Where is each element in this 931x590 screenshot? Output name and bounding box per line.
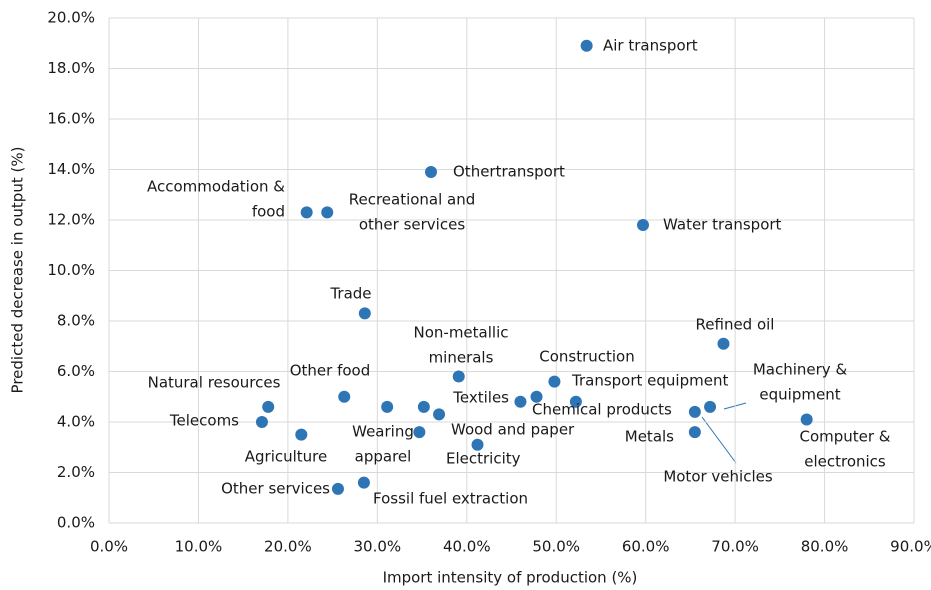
- y-tick-label: 10.0%: [47, 261, 95, 279]
- x-tick-label: 90.0%: [890, 538, 931, 556]
- point-label: Transport equipment: [571, 372, 728, 390]
- point: [704, 400, 717, 413]
- point-label: Air transport: [603, 37, 698, 55]
- point-label: minerals: [429, 349, 494, 367]
- point: [358, 307, 371, 320]
- point-label: Wood and paper: [451, 421, 575, 439]
- point-label: Non-metallic: [414, 324, 509, 342]
- y-tick-label: 12.0%: [47, 211, 95, 229]
- point: [262, 400, 275, 413]
- point: [417, 400, 430, 413]
- point-label: Other food: [290, 362, 371, 380]
- point-label: Machinery &: [753, 361, 848, 379]
- y-tick-label: 18.0%: [47, 59, 95, 77]
- point: [331, 482, 344, 495]
- point-label: Recreational and: [349, 191, 476, 209]
- point: [425, 166, 437, 179]
- y-tick-label: 4.0%: [57, 413, 95, 431]
- point-label: Textiles: [452, 389, 509, 407]
- x-tick-label: 50.0%: [532, 538, 580, 556]
- point-label: Wearing: [352, 423, 414, 441]
- point-label: Trade: [329, 285, 371, 303]
- point: [548, 375, 561, 388]
- point: [433, 408, 446, 421]
- y-axis-title: Predicted decrease in output (%): [9, 147, 27, 394]
- x-tick-label: 40.0%: [443, 538, 491, 556]
- point: [688, 426, 701, 439]
- x-tick-label: 80.0%: [801, 538, 849, 556]
- x-tick-label: 60.0%: [622, 538, 670, 556]
- point-label: Agriculture: [245, 448, 328, 466]
- point-label: Electricity: [446, 450, 521, 468]
- point-label: Motor vehicles: [663, 468, 773, 486]
- point-label: Fossil fuel extraction: [373, 490, 528, 508]
- point: [357, 476, 370, 489]
- point: [688, 405, 701, 418]
- y-tick-label: 2.0%: [57, 463, 95, 481]
- point-label: Metals: [625, 428, 674, 446]
- y-tick-label: 0.0%: [57, 514, 95, 532]
- point-label: food: [252, 203, 285, 221]
- point-label: apparel: [355, 448, 412, 466]
- point: [452, 370, 465, 383]
- point-label: Accommodation &: [147, 178, 285, 196]
- point-label: electronics: [804, 453, 886, 471]
- y-tick-label: 6.0%: [57, 362, 95, 380]
- point: [580, 39, 593, 52]
- point: [636, 219, 649, 232]
- y-tick-label: 16.0%: [47, 110, 95, 128]
- x-tick-label: 20.0%: [264, 538, 312, 556]
- point: [413, 426, 426, 439]
- point: [530, 390, 543, 403]
- point-label: Natural resources: [148, 374, 281, 392]
- point-label: Other services: [221, 480, 330, 498]
- x-axis-title: Import intensity of production (%): [383, 569, 638, 587]
- point: [717, 337, 730, 350]
- x-tick-label: 30.0%: [354, 538, 402, 556]
- point: [295, 428, 308, 441]
- point: [338, 390, 351, 403]
- point-label: Chemical products: [532, 401, 672, 419]
- y-tick-label: 14.0%: [47, 160, 95, 178]
- point-label: Othertransport: [453, 163, 565, 181]
- point: [255, 416, 268, 428]
- x-tick-label: 0.0%: [90, 538, 128, 556]
- x-tick-label: 10.0%: [175, 538, 223, 556]
- x-tick-label: 70.0%: [711, 538, 759, 556]
- leader-line: [701, 416, 737, 464]
- point-label: Computer &: [799, 428, 890, 446]
- point: [471, 438, 484, 451]
- point: [321, 206, 334, 219]
- point-label: equipment: [759, 386, 840, 404]
- point: [300, 206, 313, 219]
- point: [514, 395, 527, 408]
- point-label: other services: [359, 216, 465, 234]
- point-label: Construction: [539, 348, 635, 366]
- point: [381, 400, 394, 413]
- point-label: Water transport: [663, 216, 782, 234]
- y-tick-label: 8.0%: [57, 312, 95, 330]
- y-tick-label: 20.0%: [47, 9, 95, 27]
- point-label: Refined oil: [696, 316, 775, 334]
- point: [800, 413, 813, 426]
- point: [569, 395, 582, 408]
- point-label: Telecoms: [169, 412, 239, 430]
